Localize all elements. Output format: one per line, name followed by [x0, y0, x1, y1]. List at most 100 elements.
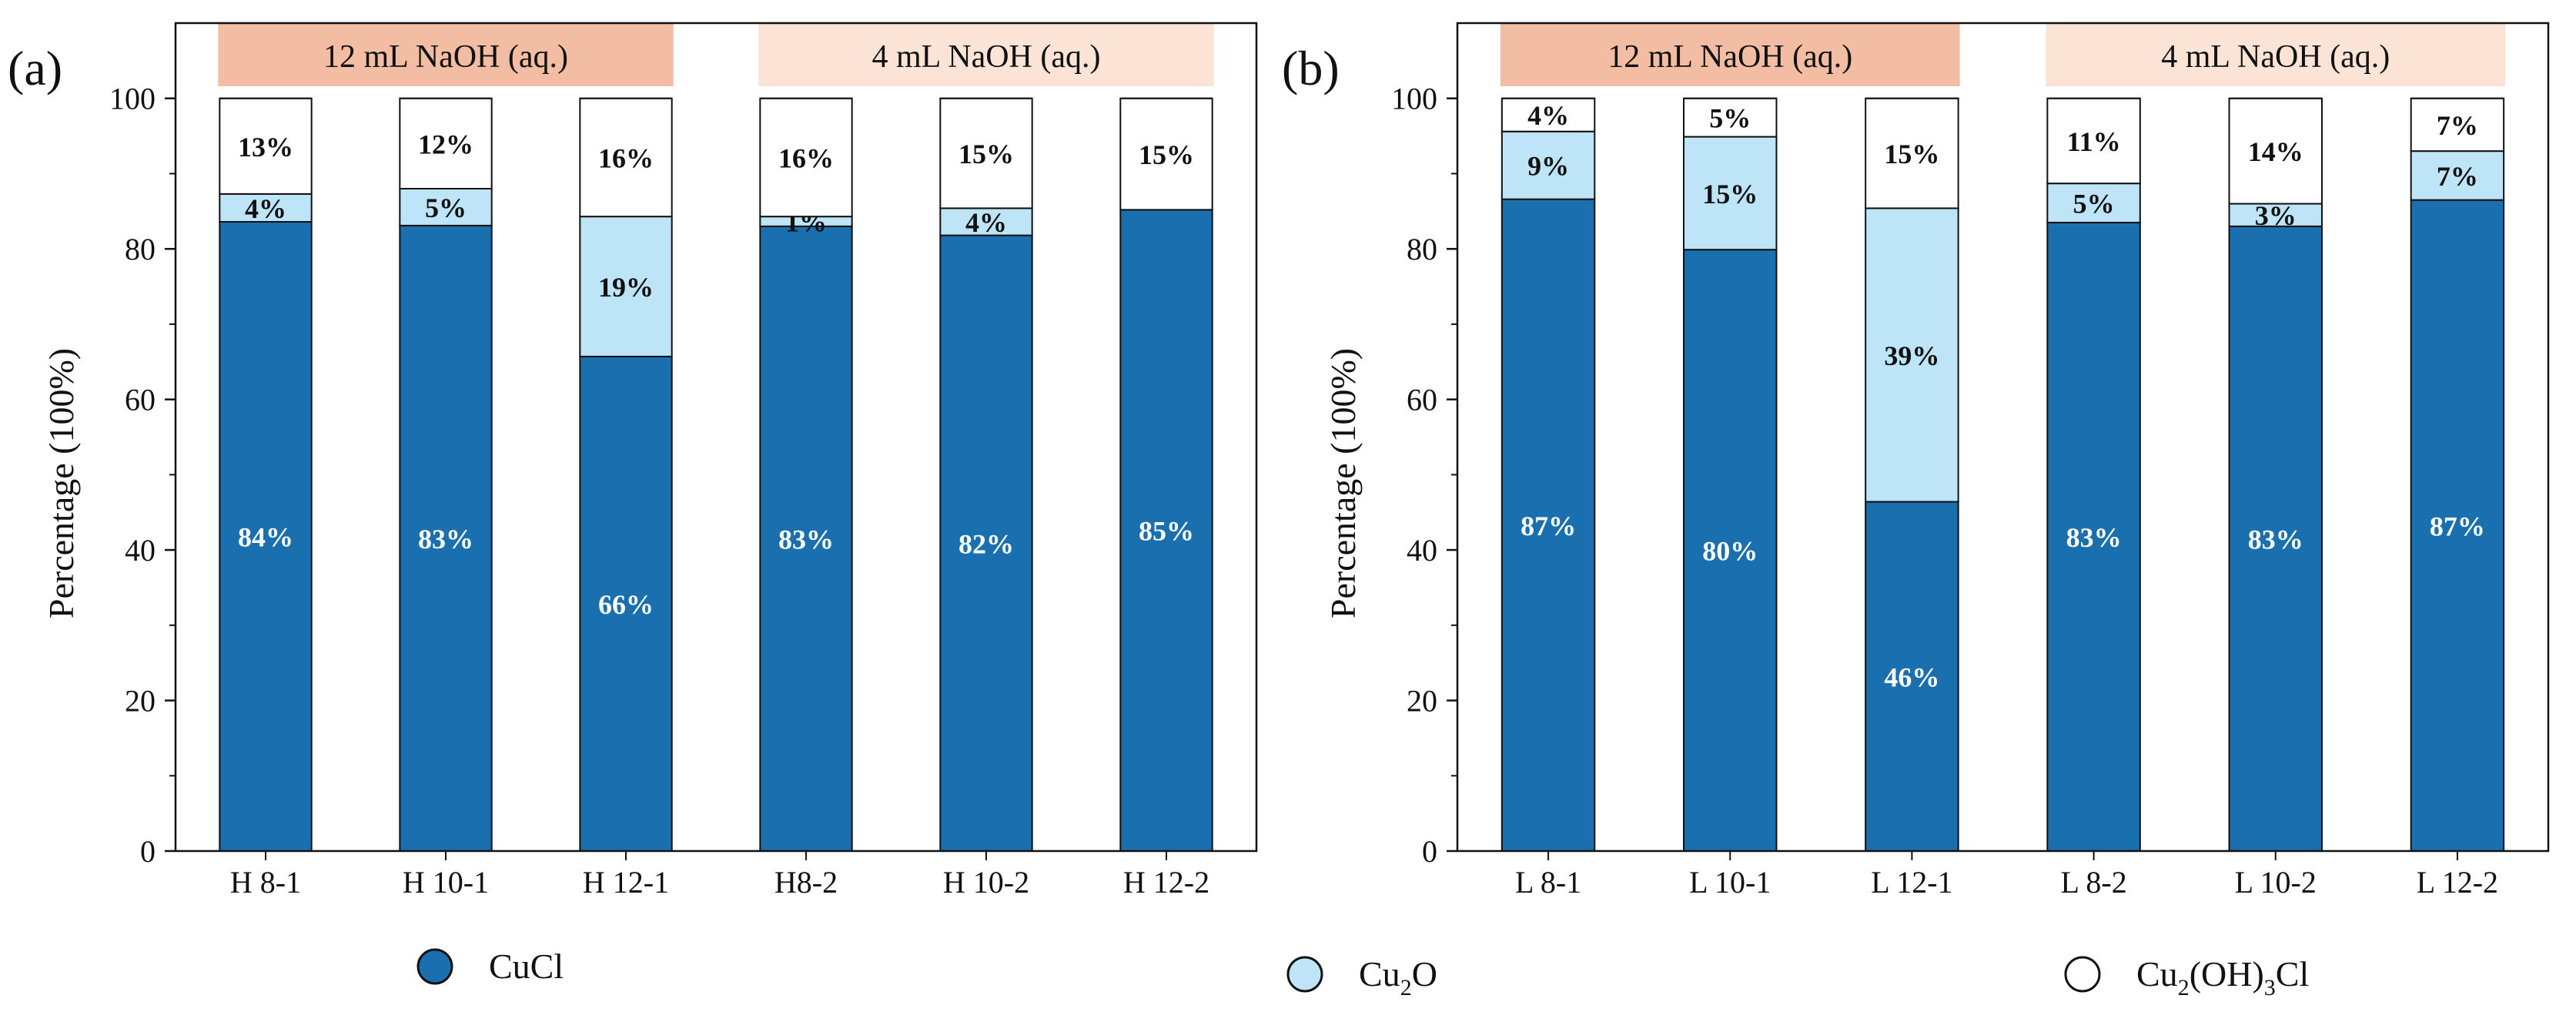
x-tick-label-2: H 12-1: [583, 865, 669, 900]
data-label-cu2o-1: 15%: [1702, 179, 1758, 209]
data-label-cu2o-4: 3%: [2255, 200, 2297, 231]
data-label-cu2o-2: 39%: [1884, 340, 1939, 371]
data-label-cu2ohcl-1: 5%: [1709, 103, 1751, 134]
data-label-cu2ohcl-2: 16%: [598, 142, 654, 173]
bar-cucl-3: [759, 225, 853, 852]
y-tick-label-3: 60: [125, 383, 156, 417]
x-tick-label-2: L 12-1: [1871, 865, 1952, 900]
data-label-cu2o-2: 19%: [598, 272, 654, 303]
data-label-cu2o-0: 4%: [245, 193, 286, 224]
bar-cu2ohcl-5: [1119, 97, 1213, 211]
group-band-1: [758, 23, 1214, 86]
bar-cu2ohcl-2: [579, 97, 673, 218]
legend: CuCl Cu2O Cu2(OH)3Cl: [417, 947, 2309, 1000]
plot-frame: [1456, 22, 2550, 853]
x-tick-label-1: L 10-1: [1689, 865, 1771, 900]
data-label-cucl-4: 83%: [2248, 524, 2303, 555]
legend-label-cu2ohcl: Cu2(OH)3Cl: [2136, 954, 2309, 1000]
data-label-cu2o-4: 4%: [965, 207, 1007, 238]
y-tick-label-4: 80: [1407, 232, 1437, 266]
y-tick-label-0: 0: [1422, 834, 1437, 869]
panel-label: (b): [1282, 41, 1340, 95]
bar-cu2ohcl-2: [1865, 97, 1959, 209]
data-label-cu2ohcl-4: 15%: [958, 139, 1014, 169]
data-label-cu2ohcl-0: 13%: [238, 132, 293, 163]
bar-cu2o-4: [2228, 203, 2323, 227]
bar-cucl-3: [2046, 221, 2141, 852]
panel-label: (a): [8, 41, 62, 95]
y-tick-label-1: 20: [1407, 684, 1437, 719]
legend-marker-cu2o: [1286, 956, 1323, 993]
bar-cu2ohcl-5: [2410, 97, 2505, 152]
bar-cu2o-1: [1683, 136, 1778, 251]
group-band-0: [1500, 23, 1960, 86]
data-label-cu2o-3: 5%: [2073, 189, 2115, 219]
y-tick-label-3: 60: [1407, 383, 1437, 417]
y-tick-label-2: 40: [125, 533, 156, 568]
data-label-cucl-2: 46%: [1884, 662, 1939, 692]
legend-marker-cucl: [417, 948, 453, 985]
data-label-cucl-0: 84%: [238, 522, 293, 553]
bar-cu2ohcl-0: [1500, 97, 1596, 132]
data-label-cu2ohcl-0: 4%: [1527, 100, 1569, 131]
y-tick-label-5: 100: [1391, 82, 1437, 116]
bar-cucl-4: [939, 234, 1033, 853]
data-label-cu2o-0: 9%: [1527, 151, 1569, 182]
data-label-cucl-3: 83%: [778, 524, 834, 555]
x-tick-label-5: L 12-2: [2417, 865, 2498, 900]
data-label-cucl-1: 80%: [1702, 536, 1758, 567]
x-tick-label-5: H 12-2: [1123, 865, 1209, 900]
y-tick-label-1: 20: [125, 684, 156, 719]
data-label-cucl-4: 82%: [958, 528, 1014, 559]
y-axis-label: Percentage (100%): [1323, 348, 1363, 618]
data-label-cucl-0: 87%: [1521, 511, 1576, 541]
group-label-1: 4 mL NaOH (aq.): [2161, 39, 2390, 75]
data-label-cucl-1: 83%: [418, 524, 473, 555]
data-label-cu2o-1: 5%: [425, 193, 467, 223]
group-label-1: 4 mL NaOH (aq.): [871, 39, 1100, 75]
data-label-cu2ohcl-4: 14%: [2248, 136, 2303, 167]
plot-frame: [174, 22, 1258, 853]
bar-cu2o-1: [399, 188, 493, 226]
x-tick-label-3: L 8-2: [2060, 865, 2126, 900]
group-label-0: 12 mL NaOH (aq.): [1607, 39, 1852, 75]
bar-cucl-0: [1500, 198, 1596, 852]
legend-label-cucl: CuCl: [489, 947, 564, 986]
bar-cucl-2: [579, 355, 673, 852]
chart-panel-b: 12 mL NaOH (aq.) 4 mL NaOH (aq.) 87% 9% 4% L …: [1282, 22, 2550, 900]
bar-cucl-1: [399, 224, 493, 852]
bar-cu2o-4: [939, 207, 1033, 236]
legend-marker-cu2ohcl: [2064, 956, 2101, 993]
data-label-cucl-3: 83%: [2066, 522, 2122, 553]
x-tick-label-3: H8-2: [774, 865, 838, 900]
bar-cu2o-3: [2046, 183, 2141, 223]
bar-cu2ohcl-4: [2228, 97, 2323, 205]
bar-cu2o-0: [1500, 130, 1596, 200]
data-label-cucl-5: 87%: [2430, 511, 2485, 541]
y-axis-label: Percentage (100%): [42, 348, 81, 618]
bar-cu2o-5: [2410, 150, 2505, 201]
legend-label-cu2o: Cu2O: [1359, 954, 1437, 1000]
data-label-cu2o-5: 7%: [2437, 161, 2478, 192]
y-tick-label-0: 0: [140, 834, 156, 869]
x-tick-label-1: H 10-1: [403, 865, 489, 900]
group-band-1: [2046, 23, 2506, 86]
x-tick-label-0: H 8-1: [230, 865, 301, 900]
y-tick-label-5: 100: [109, 82, 156, 116]
data-label-cu2ohcl-5: 15%: [1139, 139, 1194, 170]
data-label-cu2ohcl-3: 11%: [2067, 126, 2121, 157]
bar-cu2o-2: [579, 216, 673, 357]
bar-cucl-5: [2410, 199, 2505, 852]
data-label-cu2ohcl-2: 15%: [1884, 139, 1939, 169]
bar-cu2ohcl-3: [2046, 97, 2141, 185]
bar-cu2ohcl-0: [219, 97, 313, 195]
x-tick-label-4: L 10-2: [2235, 865, 2317, 900]
data-label-cu2ohcl-3: 16%: [778, 142, 834, 173]
bar-cu2ohcl-4: [939, 97, 1033, 209]
data-label-cu2ohcl-5: 7%: [2437, 110, 2478, 141]
bar-cucl-2: [1865, 501, 1959, 853]
bar-cu2ohcl-3: [759, 97, 853, 218]
y-tick-label-4: 80: [125, 232, 156, 266]
y-tick-label-2: 40: [1407, 533, 1437, 568]
data-label-cucl-5: 85%: [1139, 516, 1194, 547]
